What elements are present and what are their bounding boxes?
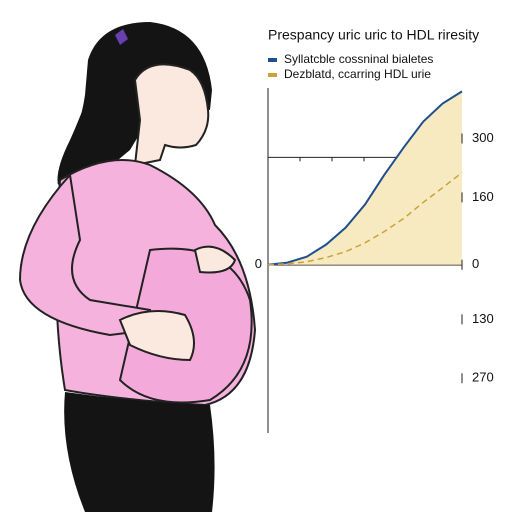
ponytail bbox=[57, 60, 100, 185]
y-tick-label: 160 bbox=[472, 189, 494, 204]
hand bbox=[193, 245, 237, 274]
arm bbox=[18, 172, 151, 337]
y-tick-label: 0 bbox=[472, 256, 479, 271]
y-tick-label: 300 bbox=[472, 130, 494, 145]
legend-label: Dezblatd, ccarring HDL urie bbox=[284, 67, 431, 81]
line bbox=[267, 90, 463, 266]
area bbox=[268, 91, 462, 265]
legend-swatch bbox=[268, 58, 277, 62]
chart-title: Prespancy uric uric to HDL riresity bbox=[268, 27, 479, 43]
illustration bbox=[18, 22, 257, 512]
legend-swatch bbox=[268, 73, 277, 77]
y-tick-label: 270 bbox=[472, 370, 494, 385]
face bbox=[133, 63, 210, 167]
hand bbox=[118, 310, 195, 362]
hair-tie bbox=[115, 29, 128, 45]
y-tick-label: 130 bbox=[472, 311, 494, 326]
y-tick-label: 0 bbox=[255, 256, 262, 271]
legend-label: Syllatcble cossninal bialetes bbox=[284, 52, 433, 66]
chart: FIA30016001302700Syllatcble cossninal bi… bbox=[255, 52, 494, 433]
line bbox=[267, 171, 463, 266]
hair bbox=[60, 22, 212, 182]
pants bbox=[64, 392, 215, 512]
